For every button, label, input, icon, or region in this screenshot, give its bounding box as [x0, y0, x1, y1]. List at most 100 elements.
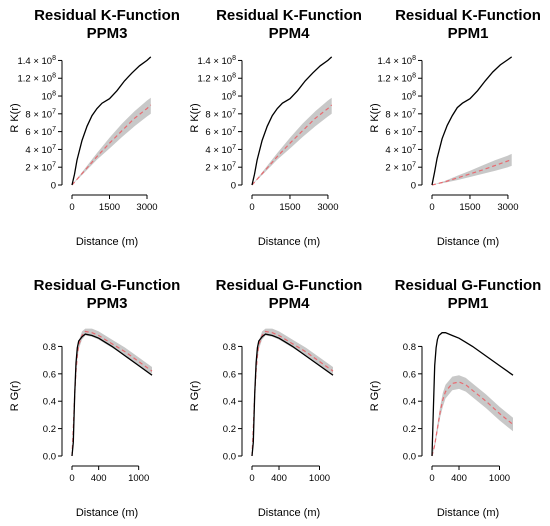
panel-3-y-tick-label: 0.0: [43, 452, 56, 463]
panel-3-y-axis-label: R G(r): [9, 381, 21, 412]
panel-2-observed-line: [431, 56, 513, 186]
panel-1-y-tick-label: 0: [231, 181, 236, 192]
panel-3-subtitle: PPM3: [87, 295, 128, 312]
panel-4-envelope-band: [252, 328, 333, 456]
panel-0-y-tick-label: 1.2 × 108: [17, 73, 56, 85]
panel-5-y-tick-label: 0.6: [403, 369, 416, 380]
panel-0-x-tick-label: 0: [69, 202, 74, 213]
panel-4-x-tick-label: 0: [249, 473, 254, 484]
panel-3-y-tick-label: 0.6: [43, 369, 56, 380]
panel-2-y-tick-label: 108: [402, 91, 417, 103]
panel-4-subtitle: PPM4: [269, 295, 311, 312]
panel-0-theoretical-line: [71, 104, 152, 186]
panel-0-y-tick-label: 1.4 × 108: [17, 55, 56, 67]
panel-0-x-tick-label: 1500: [99, 202, 120, 213]
panel-0-y-tick-label: 8 × 107: [25, 108, 56, 120]
panel-3-observed-line: [71, 333, 153, 457]
panel-2-y-tick-label: 1.2 × 108: [377, 73, 416, 85]
panel-4-y-tick-label: 0.0: [223, 452, 236, 463]
panel-4-y-tick-label: 0.2: [223, 424, 236, 435]
panel-0-y-tick-label: 4 × 107: [25, 144, 56, 156]
panel-2-y-tick-label: 2 × 107: [385, 162, 416, 174]
panel-0-y-axis-label: R K(r): [9, 103, 21, 132]
panel-3-y-tick-label: 0.8: [43, 342, 56, 353]
panel-4-title: Residual G-Function: [216, 277, 363, 294]
panel-0-y-tick-label: 6 × 107: [25, 126, 56, 138]
panel-0-subtitle: PPM3: [87, 25, 128, 42]
panel-0-y-tick-label: 0: [51, 181, 56, 192]
panel-1-y-tick-label: 8 × 107: [205, 108, 236, 120]
panel-5-y-tick-label: 0.4: [403, 397, 416, 408]
panel-2-x-tick-label: 0: [429, 202, 434, 213]
panel-4-x-tick-label: 1000: [309, 473, 330, 484]
panel-5-x-axis-label: Distance (m): [437, 507, 499, 519]
panel-1-y-tick-label: 4 × 107: [205, 144, 236, 156]
panel-0-y-tick-label: 2 × 107: [25, 162, 56, 174]
panel-2-x-tick-label: 1500: [459, 202, 480, 213]
panel-5: Residual G-Function PPM1 Distance (m) R …: [369, 277, 541, 519]
panel-2-y-tick-label: 8 × 107: [385, 108, 416, 120]
panel-3-title: Residual G-Function: [34, 277, 181, 294]
panel-0-y-tick-label: 108: [42, 91, 57, 103]
panel-2-y-axis-label: R K(r): [369, 103, 381, 132]
panel-3: Residual G-Function PPM3 Distance (m) R …: [9, 277, 180, 519]
panel-3-theoretical-line: [71, 330, 153, 457]
panel-1-x-tick-label: 1500: [279, 202, 300, 213]
panel-5-y-tick-label: 0.8: [403, 342, 416, 353]
panel-3-y-tick-label: 0.2: [43, 424, 56, 435]
panel-5-x-tick-label: 0: [429, 473, 434, 484]
panel-0-title: Residual K-Function: [34, 7, 180, 24]
panel-5-x-tick-label: 1000: [489, 473, 510, 484]
panel-4: Residual G-Function PPM4 Distance (m) R …: [189, 277, 362, 519]
panel-4-observed-line: [251, 333, 334, 457]
panel-4-y-axis-label: R G(r): [189, 381, 201, 412]
panel-5-observed-line: [431, 332, 514, 457]
panel-0-x-axis-label: Distance (m): [76, 236, 138, 248]
panel-1-y-tick-label: 6 × 107: [205, 126, 236, 138]
panel-3-envelope-band: [72, 328, 152, 456]
panel-2-y-tick-label: 0: [411, 181, 416, 192]
panel-2-x-tick-label: 3000: [497, 202, 518, 213]
panel-1-y-tick-label: 1.4 × 108: [197, 55, 236, 67]
panel-4-y-tick-label: 0.6: [223, 369, 236, 380]
panel-1-subtitle: PPM4: [269, 25, 311, 42]
panel-1-theoretical-line: [251, 104, 333, 186]
panel-0: Residual K-Function PPM3 Distance (m) R …: [9, 7, 180, 248]
panel-2-theoretical-line: [431, 158, 512, 186]
panel-5-x-tick-label: 400: [451, 473, 467, 484]
panel-2-x-axis-label: Distance (m): [437, 236, 499, 248]
panel-0-x-tick-label: 3000: [136, 202, 157, 213]
panel-4-theoretical-line: [251, 330, 334, 457]
panel-5-envelope-band: [432, 375, 513, 456]
panel-1-y-tick-label: 1.2 × 108: [197, 73, 236, 85]
panel-3-x-tick-label: 1000: [128, 473, 149, 484]
panel-5-y-tick-label: 0.2: [403, 424, 416, 435]
panel-2-envelope-band: [432, 153, 512, 185]
panel-3-x-tick-label: 400: [91, 473, 107, 484]
panel-1-y-tick-label: 108: [222, 91, 237, 103]
panel-4-y-tick-label: 0.8: [223, 342, 236, 353]
panel-2-y-tick-label: 1.4 × 108: [377, 55, 416, 67]
panel-5-subtitle: PPM1: [448, 295, 489, 312]
panel-2: Residual K-Function PPM1 Distance (m) R …: [369, 7, 541, 248]
panel-2-y-tick-label: 4 × 107: [385, 144, 416, 156]
panel-2-subtitle: PPM1: [448, 25, 489, 42]
panel-1-x-tick-label: 0: [249, 202, 254, 213]
panel-1-x-axis-label: Distance (m): [258, 236, 320, 248]
panel-0-observed-line: [71, 56, 152, 186]
panel-3-x-axis-label: Distance (m): [76, 507, 138, 519]
panel-4-y-tick-label: 0.4: [223, 397, 236, 408]
panel-1-y-axis-label: R K(r): [189, 103, 201, 132]
panel-1-y-tick-label: 2 × 107: [205, 162, 236, 174]
panel-5-title: Residual G-Function: [395, 277, 542, 294]
panel-3-x-tick-label: 0: [69, 473, 74, 484]
panel-2-y-tick-label: 6 × 107: [385, 126, 416, 138]
panel-4-x-axis-label: Distance (m): [258, 507, 320, 519]
panel-3-y-tick-label: 0.4: [43, 397, 56, 408]
panel-1-observed-line: [251, 56, 333, 186]
panel-5-y-axis-label: R G(r): [369, 381, 381, 412]
panel-2-title: Residual K-Function: [395, 7, 541, 24]
panel-1: Residual K-Function PPM4 Distance (m) R …: [189, 7, 362, 248]
panel-4-x-tick-label: 400: [271, 473, 287, 484]
